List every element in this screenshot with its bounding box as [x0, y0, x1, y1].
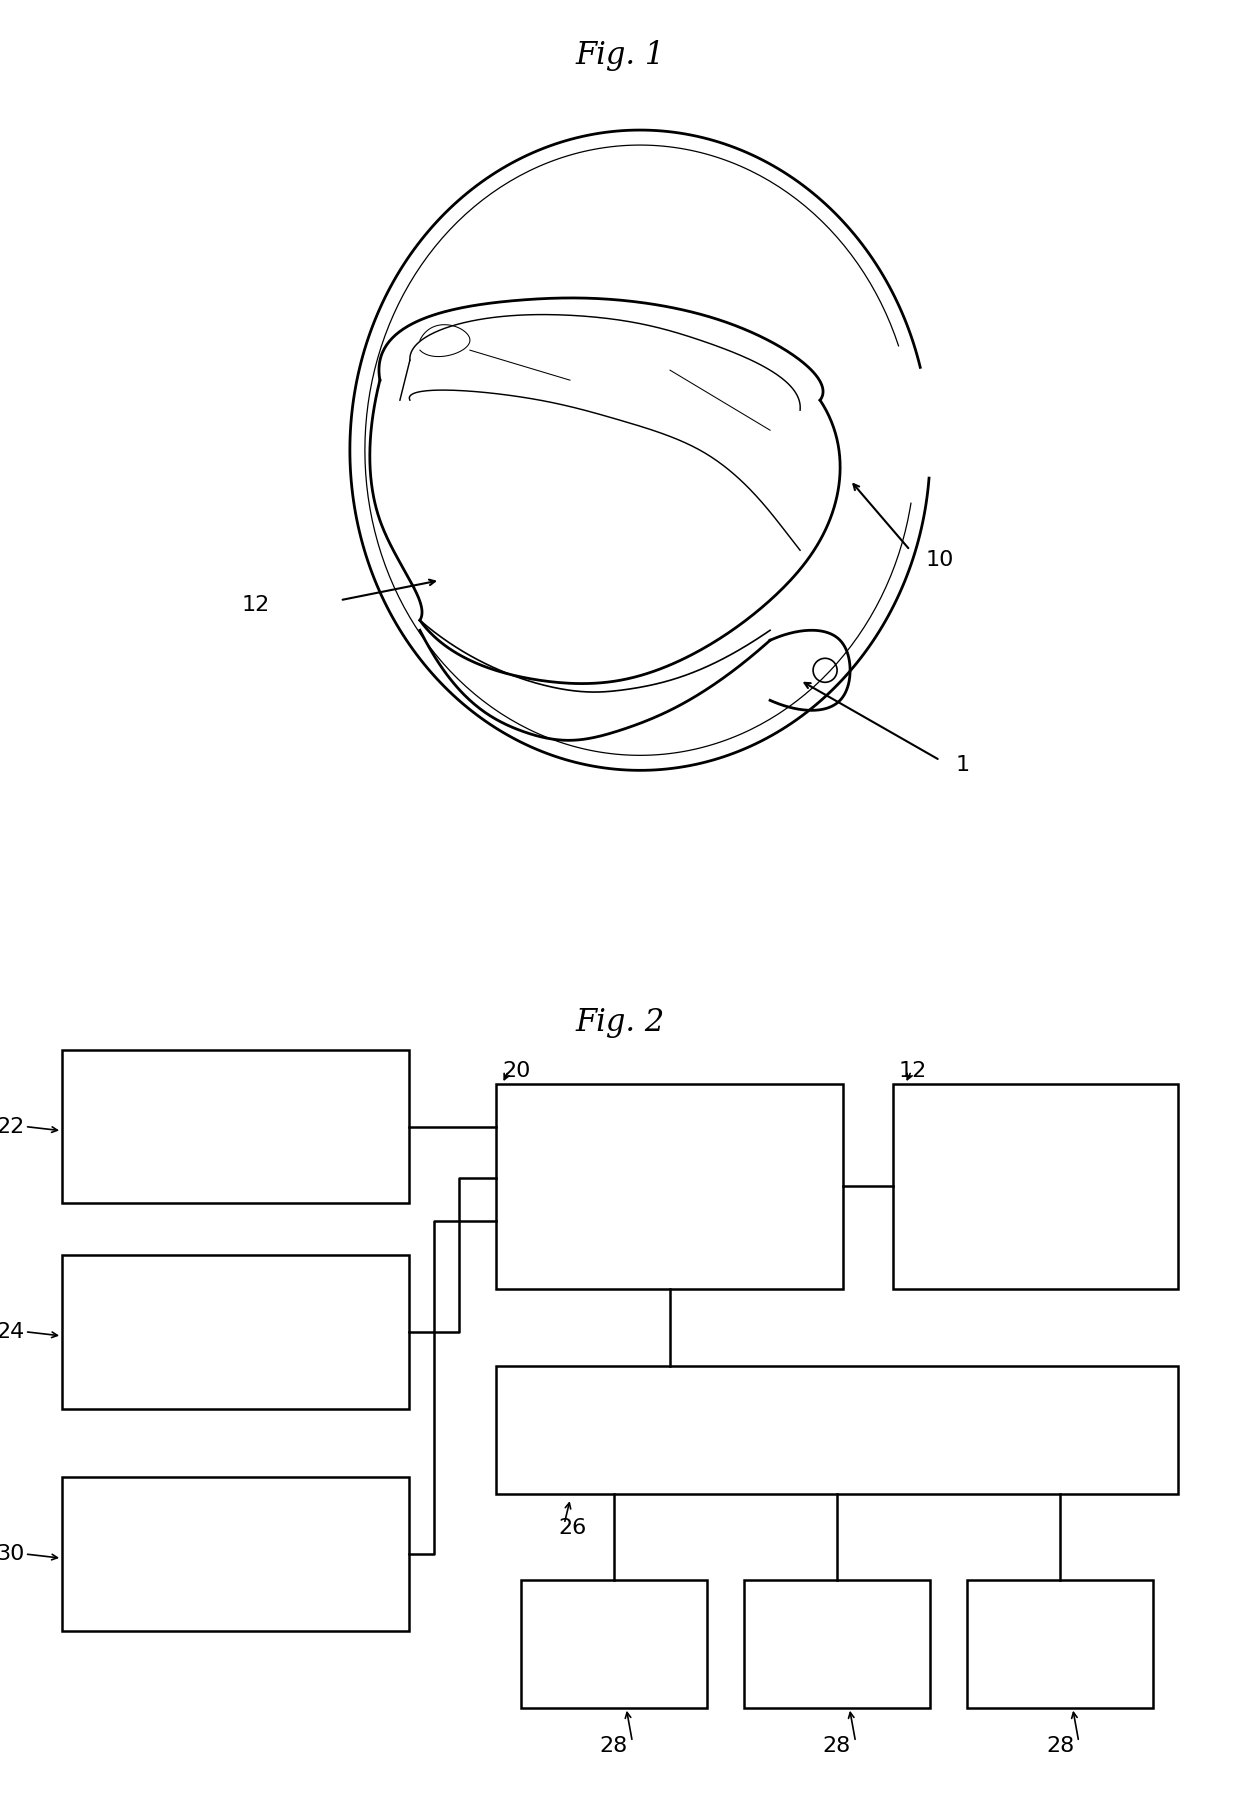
Bar — [62, 1477, 409, 1632]
Text: 12: 12 — [242, 595, 270, 615]
Text: Fig. 1: Fig. 1 — [575, 40, 665, 71]
Text: 22: 22 — [0, 1117, 25, 1137]
Text: 24: 24 — [0, 1322, 25, 1342]
Bar — [744, 1579, 930, 1708]
Text: 20: 20 — [502, 1060, 531, 1080]
Text: 28: 28 — [600, 1737, 627, 1757]
Text: 1: 1 — [955, 755, 970, 775]
Bar — [496, 1084, 843, 1290]
Bar — [62, 1255, 409, 1408]
Text: 12: 12 — [899, 1060, 928, 1080]
Bar — [62, 1050, 409, 1204]
Bar — [967, 1579, 1153, 1708]
Bar — [521, 1579, 707, 1708]
Bar — [893, 1084, 1178, 1290]
Text: Fig. 2: Fig. 2 — [575, 1008, 665, 1039]
Text: 30: 30 — [0, 1544, 25, 1564]
Text: 28: 28 — [1047, 1737, 1074, 1757]
Text: 26: 26 — [558, 1519, 587, 1539]
Text: 28: 28 — [823, 1737, 851, 1757]
Text: 10: 10 — [925, 551, 954, 569]
Bar — [496, 1366, 1178, 1493]
